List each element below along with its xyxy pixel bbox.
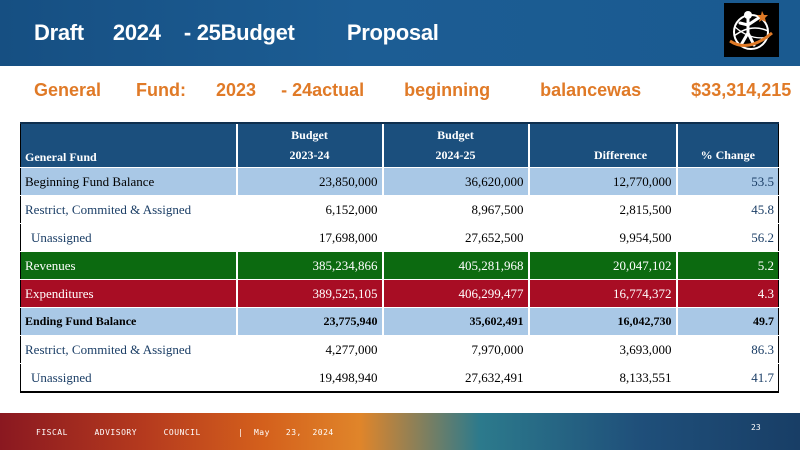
- cell-percent-change: 4.3: [675, 279, 779, 308]
- row-label: Unassigned: [20, 363, 237, 393]
- table-row-revenues: Revenues 385,234,866 405,281,968 20,047,…: [20, 251, 779, 280]
- budget-table: General Fund Budget 2023-24 Budget 2024-…: [20, 122, 779, 393]
- cell-budget-2024-25: 7,970,000: [381, 335, 529, 364]
- cell-percent-change: 53.5: [675, 167, 779, 196]
- cell-budget-2023-24: 389,525,105: [235, 279, 383, 308]
- cell-budget-2024-25: 27,652,500: [381, 223, 529, 252]
- header-difference: Difference: [527, 122, 677, 168]
- cell-percent-change: 45.8: [675, 195, 779, 224]
- row-label: Ending Fund Balance: [20, 307, 237, 336]
- header-budget-2024-25: Budget 2024-25: [381, 122, 529, 168]
- cell-difference: 8,133,551: [527, 363, 677, 393]
- header-budget-label: Budget: [291, 128, 328, 142]
- header-year-label: 2024-25: [435, 148, 476, 162]
- cell-budget-2024-25: 8,967,500: [381, 195, 529, 224]
- cell-percent-change: 56.2: [675, 223, 779, 252]
- cell-difference: 16,774,372: [527, 279, 677, 308]
- header-budget-2023-24: Budget 2023-24: [235, 122, 383, 168]
- table-row: Restrict, Commited & Assigned 6,152,000 …: [20, 195, 779, 224]
- cell-budget-2023-24: 19,498,940: [235, 363, 383, 393]
- table-row-ending-balance: Ending Fund Balance 23,775,940 35,602,49…: [20, 307, 779, 336]
- cell-budget-2023-24: 6,152,000: [235, 195, 383, 224]
- page-number: 23: [751, 423, 761, 432]
- header-general-fund: General Fund: [20, 122, 237, 168]
- cell-budget-2024-25: 405,281,968: [381, 251, 529, 280]
- row-label: Restrict, Commited & Assigned: [20, 335, 237, 364]
- title-bar: [0, 0, 800, 66]
- row-label: Revenues: [20, 251, 237, 280]
- cell-budget-2023-24: 23,850,000: [235, 167, 383, 196]
- cell-budget-2023-24: 17,698,000: [235, 223, 383, 252]
- table-row: Unassigned 17,698,000 27,652,500 9,954,5…: [20, 223, 779, 252]
- cell-budget-2024-25: 36,620,000: [381, 167, 529, 196]
- cell-difference: 3,693,000: [527, 335, 677, 364]
- cell-percent-change: 86.3: [675, 335, 779, 364]
- row-label: Beginning Fund Balance: [20, 167, 237, 196]
- header-percent-change: % Change: [675, 122, 779, 168]
- cell-difference: 12,770,000: [527, 167, 677, 196]
- cell-budget-2023-24: 385,234,866: [235, 251, 383, 280]
- header-budget-label: Budget: [437, 128, 474, 142]
- footer-text: FISCAL ADVISORY COUNCIL | May 23, 2024: [36, 428, 334, 437]
- cell-percent-change: 41.7: [675, 363, 779, 393]
- cell-budget-2024-25: 406,299,477: [381, 279, 529, 308]
- header-year-label: 2023-24: [289, 148, 330, 162]
- table-row: Restrict, Commited & Assigned 4,277,000 …: [20, 335, 779, 364]
- table-row: Beginning Fund Balance 23,850,000 36,620…: [20, 167, 779, 196]
- cell-difference: 16,042,730: [527, 307, 677, 336]
- cell-difference: 9,954,500: [527, 223, 677, 252]
- cell-difference: 20,047,102: [527, 251, 677, 280]
- cell-percent-change: 5.2: [675, 251, 779, 280]
- fund-balance-subtitle: General Fund: 2023 - 24actual beginning …: [34, 80, 792, 100]
- cell-budget-2023-24: 4,277,000: [235, 335, 383, 364]
- row-label: Expenditures: [20, 279, 237, 308]
- cell-budget-2024-25: 27,632,491: [381, 363, 529, 393]
- table-row-expenditures: Expenditures 389,525,105 406,299,477 16,…: [20, 279, 779, 308]
- cell-percent-change: 49.7: [675, 307, 779, 336]
- table-row: Unassigned 19,498,940 27,632,491 8,133,5…: [20, 363, 779, 393]
- council-logo: [724, 3, 779, 57]
- footer-band: [0, 413, 800, 450]
- cell-budget-2024-25: 35,602,491: [381, 307, 529, 336]
- row-label: Unassigned: [20, 223, 237, 252]
- row-label: Restrict, Commited & Assigned: [20, 195, 237, 224]
- cell-budget-2023-24: 23,775,940: [235, 307, 383, 336]
- table-header-row: General Fund Budget 2023-24 Budget 2024-…: [20, 122, 779, 168]
- cell-difference: 2,815,500: [527, 195, 677, 224]
- slide-title: Draft 2024 - 25Budget Proposal: [34, 20, 439, 45]
